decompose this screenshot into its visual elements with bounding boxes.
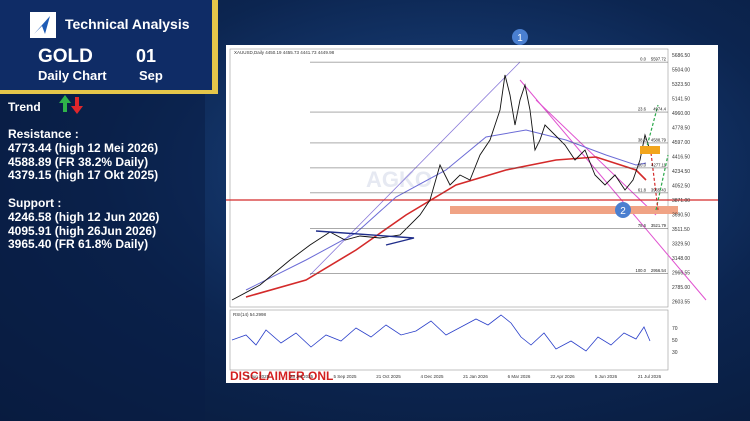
date-label: 4 Dec 2025 xyxy=(420,374,444,379)
rsi-tick: 30 xyxy=(672,350,678,356)
fib-ratio: 100.0 xyxy=(636,268,647,273)
resistance-label: Resistance : xyxy=(8,127,79,141)
price-label: 5141.50 xyxy=(672,97,690,103)
fib-price: 4277.11 xyxy=(651,162,666,167)
title: Technical Analysis xyxy=(65,16,190,32)
wave-marker xyxy=(512,29,528,45)
trend-label: Trend xyxy=(8,100,41,114)
price-label: 4234.50 xyxy=(672,169,690,175)
timeframe: Daily Chart xyxy=(38,68,107,83)
fib-price: 4974.4 xyxy=(653,107,666,112)
price-label: 3690.50 xyxy=(672,213,690,219)
price-label: 4778.50 xyxy=(672,126,690,132)
fib-price: 4588.79 xyxy=(651,137,667,142)
price-label: 3511.50 xyxy=(672,227,690,233)
indicator-label: RSI(14) 54.2998 xyxy=(233,312,267,317)
price-label: 5686.50 xyxy=(672,53,690,59)
fib-ratio: 61.8 xyxy=(638,187,647,192)
price-label: 4597.00 xyxy=(672,140,690,146)
resistance-level: 4773.44 (high 12 Mei 2026) xyxy=(8,141,159,155)
fib-ratio: 0.0 xyxy=(640,57,646,62)
watermark: AGKO xyxy=(366,167,432,192)
date-label: 5 Jun 2026 xyxy=(595,374,618,379)
date-label: 21 Jan 2026 xyxy=(463,374,488,379)
fib-ratio: 78.6 xyxy=(638,223,647,228)
date-label: 6 Mar 2026 xyxy=(508,374,531,379)
fib-price: 3521.79 xyxy=(651,223,667,228)
support-label: Support : xyxy=(8,196,62,210)
price-label: 2785.00 xyxy=(672,285,690,291)
date-label: 21 Jul 2026 xyxy=(638,374,662,379)
price-label: 2966.55 xyxy=(672,271,690,277)
date-label: 22 Apr 2026 xyxy=(550,374,575,379)
date-label: 5 Sep 2025 xyxy=(333,374,357,379)
price-label: 3148.00 xyxy=(672,256,690,262)
price-label: 4960.00 xyxy=(672,111,690,117)
date-label: 21 Oct 2025 xyxy=(376,374,401,379)
date-label: 9 Jun 2025 xyxy=(247,374,270,379)
price-label: 2603.55 xyxy=(672,300,690,306)
rsi-tick: 70 xyxy=(672,326,678,332)
support-level: 4095.91 (high 26Jun 2026) xyxy=(8,223,157,238)
fib-ratio: 38.2 xyxy=(638,137,647,142)
trend-arrows xyxy=(59,95,83,114)
wave-marker-label: 1 xyxy=(517,33,523,44)
fib-price: 3965.43 xyxy=(651,187,667,192)
header-box: Technical Analysis GOLD Daily Chart 01 S… xyxy=(0,0,218,94)
fib-ratio: 23.6 xyxy=(638,107,647,112)
chart-image: AGKO DISCLAIMER ONL XAUUSD,Daily 4450.19… xyxy=(226,45,718,383)
resistance-level: 4379.15 (high 17 Okt 2025) xyxy=(8,168,159,182)
support-level: 4246.58 (high 12 Jun 2026) xyxy=(8,210,160,224)
support-level: 3965.40 (FR 61.8% Daily) xyxy=(8,237,149,251)
fib-ratio: 50.0 xyxy=(638,162,647,167)
disclaimer: DISCLAIMER ONL xyxy=(230,369,333,383)
symbol: GOLD xyxy=(38,46,93,67)
price-label: 5504.00 xyxy=(672,68,690,74)
fib-price: 2956.54 xyxy=(651,268,667,273)
date-label: 23 Jul 2025 xyxy=(290,374,314,379)
day: 01 xyxy=(136,46,157,66)
month: Sep xyxy=(139,68,163,83)
price-label: 3871.00 xyxy=(672,198,690,204)
resistance-level: 4588.89 (FR 38.2% Daily) xyxy=(8,154,149,169)
price-label: 5323.50 xyxy=(672,82,690,88)
logo xyxy=(30,12,56,38)
price-label: 3329.50 xyxy=(672,242,690,248)
rsi-tick: 50 xyxy=(672,338,678,344)
fib-price: 5597.72 xyxy=(651,57,667,62)
price-label: 4416.50 xyxy=(672,155,690,161)
symbol-line: XAUUSD,Daily 4450.19 4455.73 4441.73 444… xyxy=(234,50,335,55)
price-label: 4052.50 xyxy=(672,184,690,190)
